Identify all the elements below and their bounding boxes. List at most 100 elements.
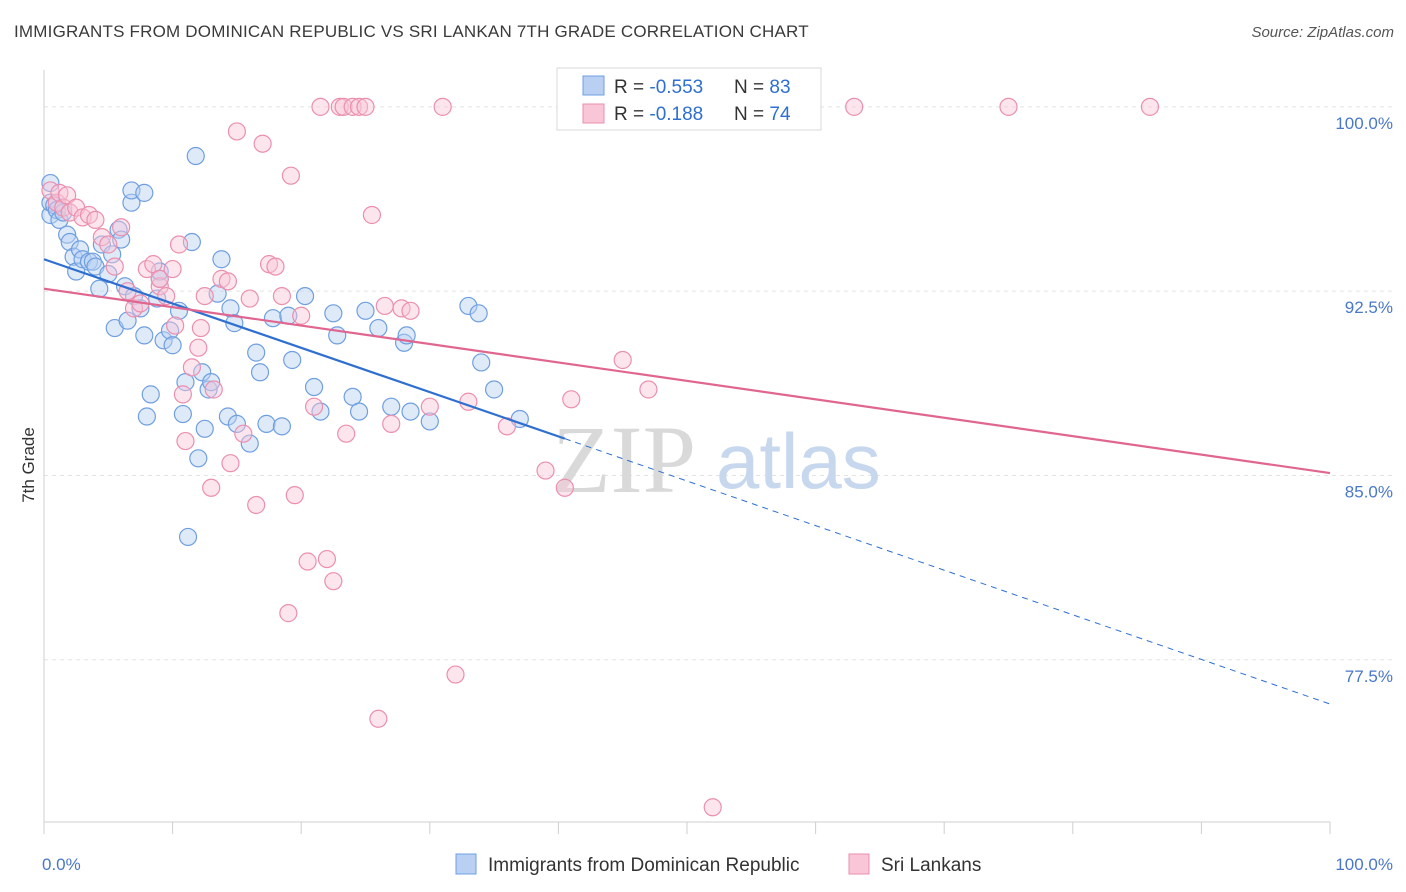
- point-dominican-republic: [485, 380, 504, 399]
- point-sri-lankans: [253, 134, 272, 153]
- point-sri-lankans: [281, 166, 301, 185]
- y-tick-label: 77.5%: [1345, 667, 1393, 686]
- point-dominican-republic: [195, 419, 214, 438]
- point-sri-lankans: [317, 549, 337, 569]
- point-dominican-republic: [283, 350, 302, 370]
- point-sri-lankans: [420, 397, 439, 416]
- point-dominican-republic: [90, 279, 109, 298]
- series-legend-swatch-blue: [455, 853, 477, 875]
- point-sri-lankans: [845, 97, 864, 116]
- point-sri-lankans: [298, 552, 317, 571]
- legend-row-1-n: N = 83: [734, 77, 791, 98]
- point-sri-lankans: [1140, 97, 1160, 116]
- x-tick-label: 100.0%: [1335, 855, 1393, 874]
- legend-row-2-n: N = 74: [734, 104, 791, 125]
- point-sri-lankans: [240, 289, 259, 308]
- point-dominican-republic: [272, 417, 292, 436]
- series-legend-label-blue: Immigrants from Dominican Republic: [488, 855, 800, 876]
- trend-line-dominican-republic: [43, 258, 566, 440]
- point-sri-lankans: [382, 414, 401, 433]
- point-dominican-republic: [199, 380, 218, 399]
- point-dominican-republic: [250, 363, 270, 382]
- watermark-atlas: atlas: [716, 417, 881, 505]
- x-tick-label: 0.0%: [42, 855, 81, 874]
- point-dominican-republic: [137, 407, 156, 426]
- stats-legend: R = -0.553 N = 83 R = -0.188 N = 74: [556, 67, 822, 131]
- x-tick-labels: 0.0% 100.0%: [42, 855, 1393, 874]
- point-sri-lankans: [86, 210, 105, 230]
- point-sri-lankans: [150, 269, 169, 288]
- point-sri-lankans: [279, 604, 298, 623]
- point-sri-lankans: [202, 478, 221, 497]
- trend-line-extension-dominican-republic: [564, 438, 1331, 705]
- legend-row-1: R = -0.553: [614, 77, 703, 98]
- point-dominican-republic: [304, 377, 324, 397]
- point-sri-lankans: [703, 798, 722, 817]
- y-tick-labels: 100.0% 92.5% 85.0% 77.5%: [1335, 114, 1393, 686]
- point-sri-lankans: [292, 306, 311, 325]
- point-sri-lankans: [401, 301, 420, 320]
- point-dominican-republic: [295, 286, 315, 306]
- point-dominican-republic: [160, 321, 180, 340]
- point-sri-lankans: [562, 390, 581, 409]
- trend-line-sri-lankans: [43, 287, 1331, 475]
- legend-row-2: R = -0.188: [614, 104, 703, 125]
- point-sri-lankans: [234, 424, 253, 443]
- point-sri-lankans: [999, 97, 1018, 116]
- y-tick-label: 92.5%: [1345, 298, 1393, 317]
- y-tick-label: 85.0%: [1345, 482, 1393, 501]
- y-tick-label: 100.0%: [1335, 114, 1393, 133]
- point-sri-lankans: [266, 257, 285, 276]
- point-dominican-republic: [135, 326, 154, 345]
- series-legend-swatch-pink: [848, 853, 870, 875]
- point-sri-lankans: [176, 431, 195, 451]
- point-sri-lankans: [105, 257, 124, 276]
- point-sri-lankans: [218, 272, 237, 291]
- chart-source: Source: ZipAtlas.com: [1251, 24, 1394, 41]
- point-sri-lankans: [204, 380, 223, 399]
- point-dominican-republic: [324, 304, 343, 323]
- point-sri-lankans: [166, 316, 185, 335]
- point-dominican-republic: [60, 232, 79, 252]
- watermark-zip: ZIP: [552, 406, 696, 513]
- point-dominican-republic: [141, 385, 160, 404]
- point-dominican-republic: [349, 402, 369, 421]
- point-sri-lankans: [99, 235, 118, 254]
- point-sri-lankans: [191, 318, 210, 338]
- point-sri-lankans: [375, 296, 394, 316]
- x-ticks: [43, 822, 1331, 834]
- point-dominican-republic: [263, 309, 283, 328]
- point-sri-lankans: [324, 572, 343, 591]
- point-dominican-republic: [221, 299, 240, 318]
- point-dominican-republic: [154, 331, 173, 350]
- point-sri-lankans: [613, 350, 632, 370]
- point-dominican-republic: [420, 412, 439, 431]
- point-sri-lankans: [173, 385, 192, 404]
- point-sri-lankans: [92, 228, 111, 247]
- point-sri-lankans: [150, 277, 169, 296]
- point-sri-lankans: [247, 495, 266, 515]
- point-sri-lankans: [446, 665, 465, 684]
- point-dominican-republic: [178, 527, 198, 547]
- point-dominican-republic: [469, 304, 488, 323]
- point-dominican-republic: [356, 301, 375, 320]
- point-sri-lankans: [349, 97, 369, 116]
- point-dominican-republic: [173, 404, 192, 424]
- point-dominican-republic: [247, 343, 266, 362]
- point-dominican-republic: [394, 333, 414, 352]
- point-dominican-republic: [240, 434, 259, 453]
- point-sri-lankans: [343, 97, 362, 116]
- point-sri-lankans: [272, 286, 292, 306]
- point-sri-lankans: [337, 424, 356, 443]
- point-sri-lankans: [285, 486, 304, 505]
- point-sri-lankans: [195, 286, 214, 306]
- point-dominican-republic: [459, 296, 478, 316]
- point-sri-lankans: [330, 97, 349, 116]
- point-dominican-republic: [227, 414, 246, 433]
- point-sri-lankans: [221, 454, 240, 473]
- point-dominican-republic: [83, 252, 102, 271]
- gridlines: [44, 106, 1392, 661]
- point-dominican-republic: [189, 449, 208, 468]
- point-dominican-republic: [163, 336, 182, 355]
- point-sri-lankans: [227, 122, 246, 141]
